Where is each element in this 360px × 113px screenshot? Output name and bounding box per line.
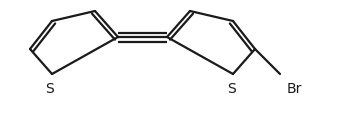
Text: S: S bbox=[45, 81, 53, 95]
Text: Br: Br bbox=[286, 81, 302, 95]
Text: S: S bbox=[227, 81, 235, 95]
